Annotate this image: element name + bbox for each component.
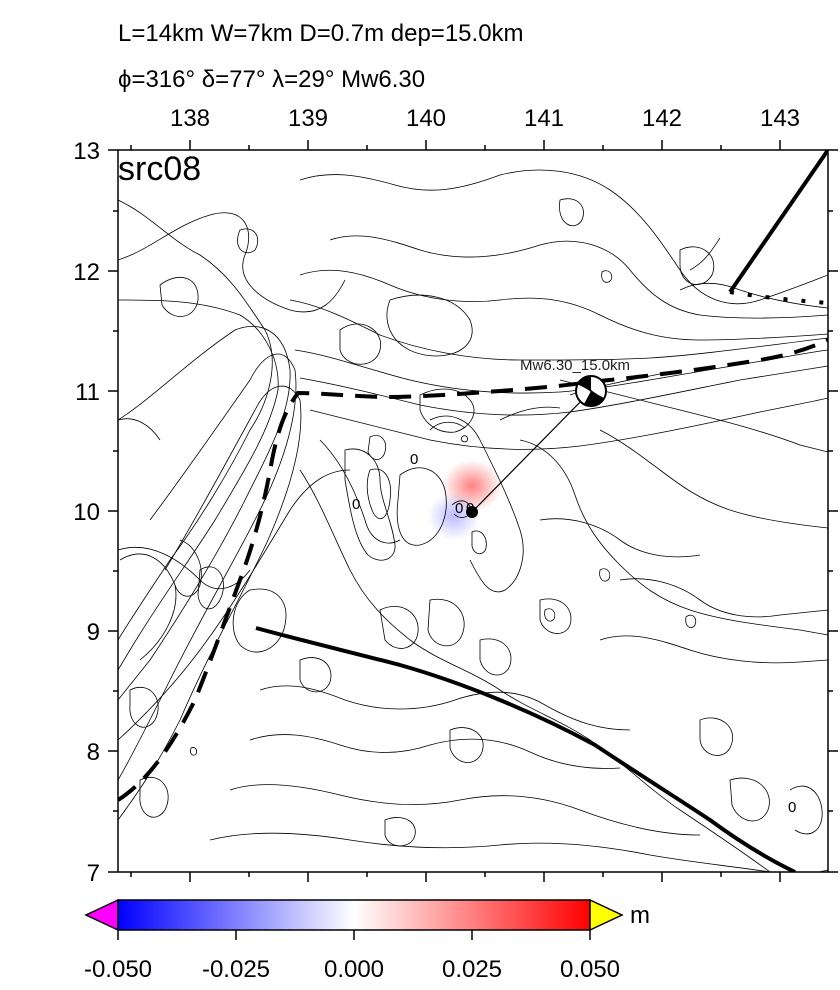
beachball-icon xyxy=(575,375,607,407)
parameter-header-line-2: ϕ=316° δ=77° λ=29° Mw6.30 xyxy=(118,66,426,93)
lat-label: 9 xyxy=(87,619,100,646)
map-content: Mw6.30_15.0km 0 0 0 0 0 xyxy=(118,150,828,872)
source-point xyxy=(466,506,478,518)
lon-label: 138 xyxy=(170,105,210,132)
svg-text:0: 0 xyxy=(352,496,360,513)
lat-label: 12 xyxy=(73,259,100,286)
panel-label: src08 xyxy=(118,150,201,188)
colorbar-tick-label: -0.050 xyxy=(84,956,152,983)
colorbar-gradient xyxy=(117,899,591,931)
lat-label: 11 xyxy=(75,379,100,406)
event-label: Mw6.30_15.0km xyxy=(520,357,630,374)
lat-label: 8 xyxy=(87,739,100,766)
lat-label: 10 xyxy=(73,499,100,526)
colorbar-tick-label: 0.025 xyxy=(442,956,502,983)
colorbar-unit: m xyxy=(630,902,650,929)
colorbar-tick-label: -0.025 xyxy=(202,956,270,983)
trench-lines xyxy=(118,150,828,872)
svg-text:0: 0 xyxy=(410,451,418,468)
colorbar-tick-label: 0.000 xyxy=(324,956,384,983)
lon-label: 143 xyxy=(760,105,800,132)
lat-label: 13 xyxy=(73,138,100,165)
svg-text:0: 0 xyxy=(466,500,474,517)
svg-text:0: 0 xyxy=(788,799,796,816)
lon-label: 142 xyxy=(642,105,682,132)
lon-label: 140 xyxy=(406,105,446,132)
negative-displacement-blob xyxy=(428,492,480,540)
lon-label: 141 xyxy=(524,105,564,132)
colorbar-tick-label: 0.050 xyxy=(560,956,620,983)
parameter-header-line-1: L=14km W=7km D=0.7m dep=15.0km xyxy=(118,20,524,47)
contour-labels: 0 0 0 0 0 xyxy=(352,451,796,816)
colorbar-over-triangle xyxy=(589,898,624,932)
lon-label: 139 xyxy=(288,105,328,132)
lat-label: 7 xyxy=(87,860,100,887)
lon-tick-labels: 138 139 140 141 142 143 xyxy=(170,105,800,132)
lat-tick-labels: 13 12 11 10 9 8 7 xyxy=(73,138,100,887)
bottom-lon-ticks xyxy=(130,872,781,882)
right-lat-ticks xyxy=(828,149,838,873)
top-lon-ticks xyxy=(130,140,781,150)
colorbar: -0.050 -0.025 0.000 0.025 0.050 m xyxy=(84,898,650,983)
svg-text:0: 0 xyxy=(455,500,463,517)
event-source-link xyxy=(471,390,592,513)
colorbar-under-triangle xyxy=(84,898,119,932)
left-lat-ticks xyxy=(108,149,118,873)
